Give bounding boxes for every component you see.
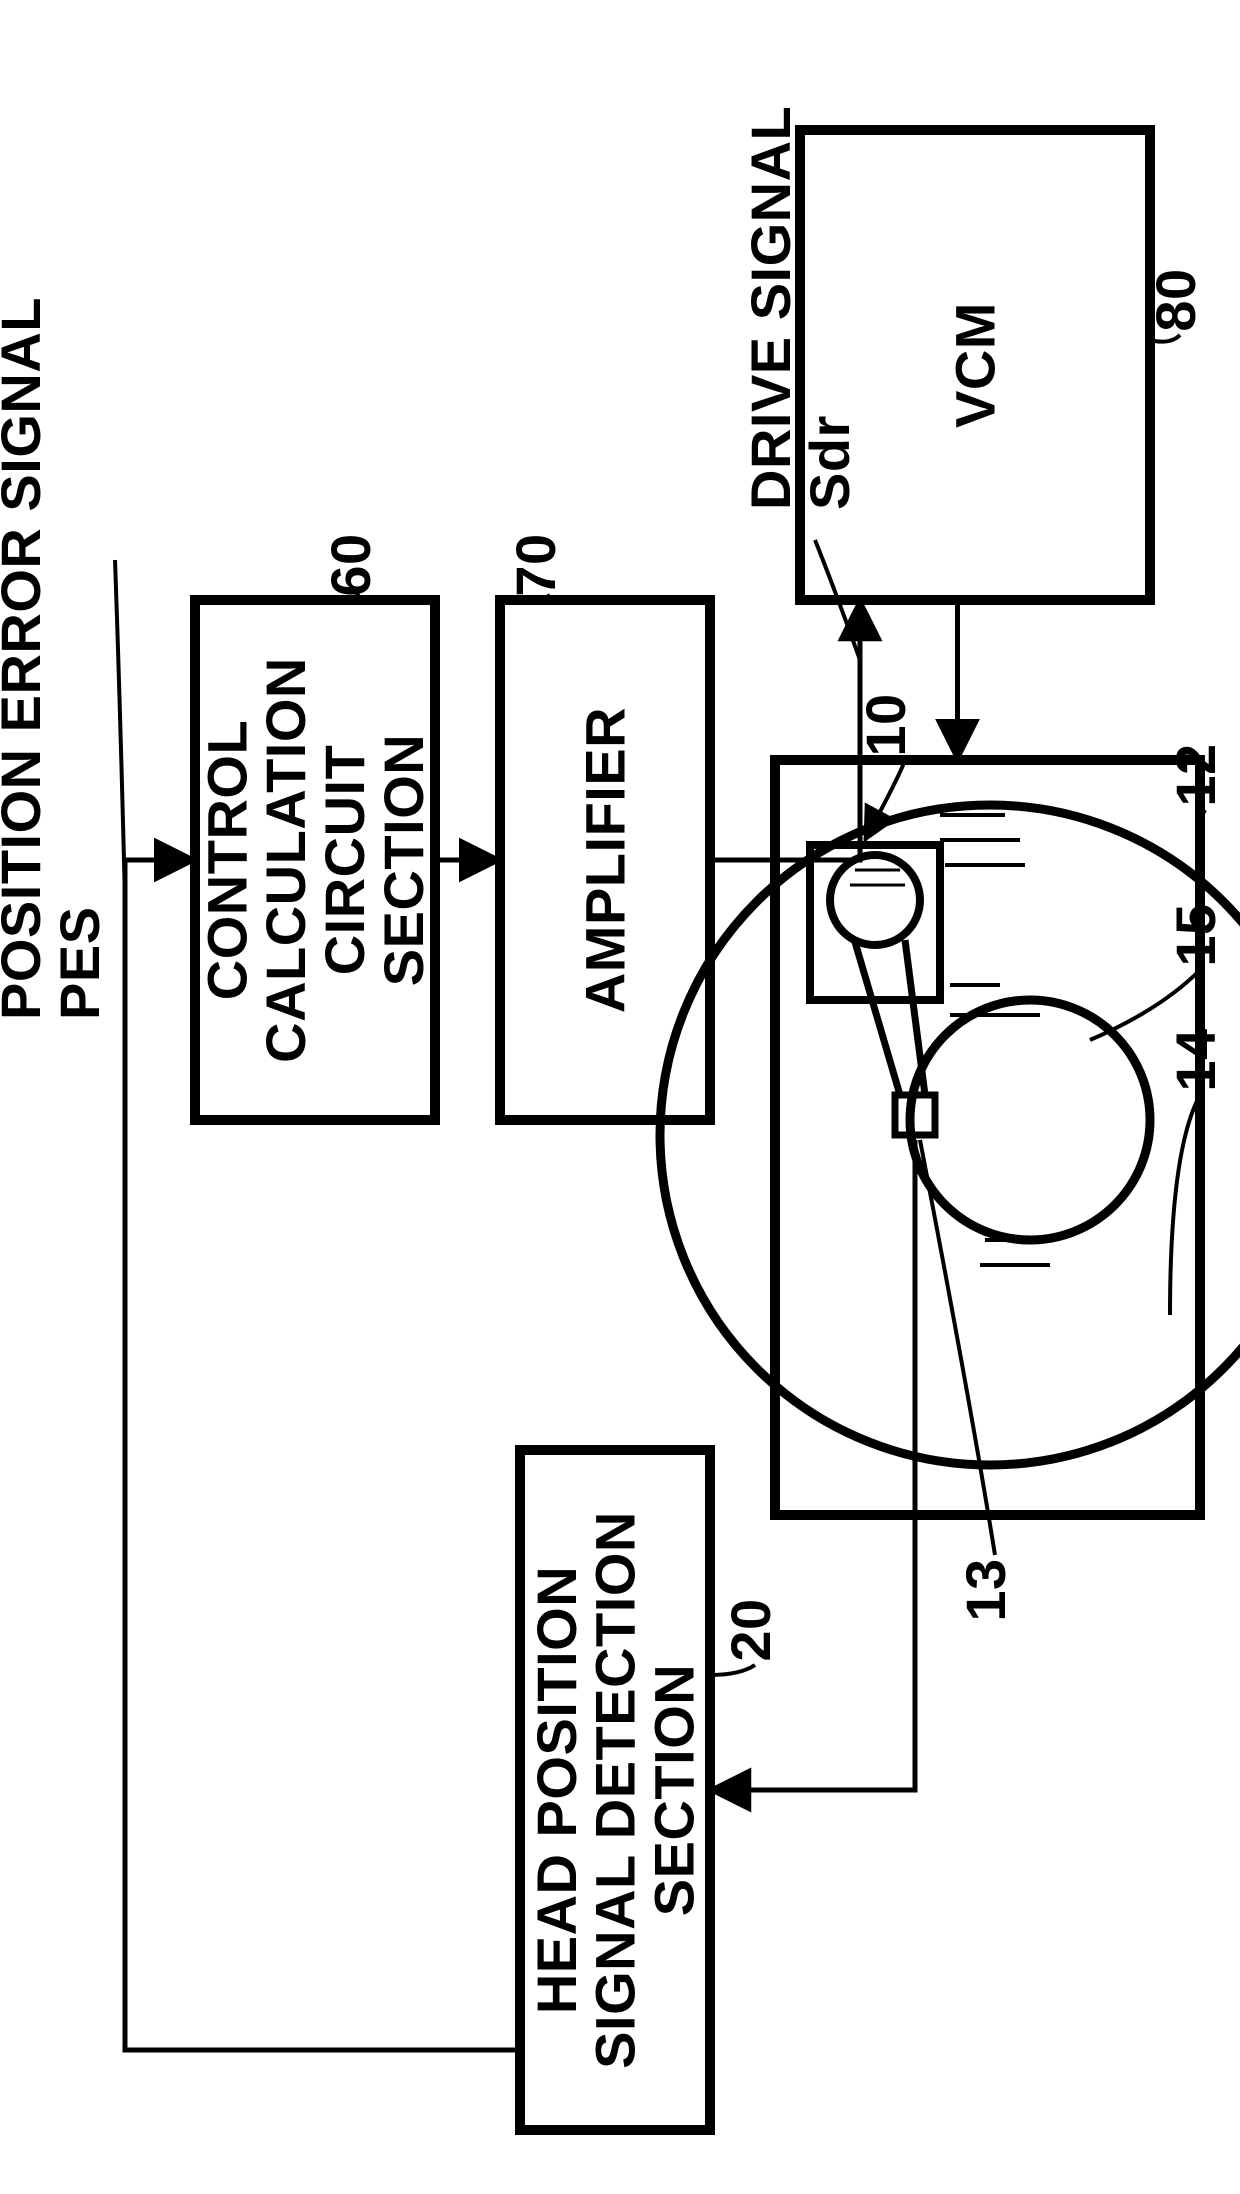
vcm-label: VCM	[944, 302, 1007, 428]
ref-12: 12	[1164, 743, 1227, 806]
disk-drive: 12 10 15 14 13	[660, 693, 1240, 1621]
label-drive-signal: DRIVE SIGNALSdr	[739, 106, 861, 510]
ref-14: 14	[1164, 1028, 1227, 1091]
ref-15: 15	[1164, 903, 1227, 966]
block-diagram: CONTROLCALCULATIONCIRCUITSECTION 60 AMPL…	[0, 0, 1240, 2194]
ref-60: 60	[319, 533, 382, 596]
ref-70: 70	[504, 533, 567, 596]
amplifier-label: AMPLIFIER	[574, 707, 637, 1013]
ref-10: 10	[854, 693, 917, 756]
ref-13: 13	[954, 1558, 1017, 1621]
actuator	[810, 845, 940, 1135]
control-block-label: CONTROLCALCULATIONCIRCUITSECTION	[195, 657, 434, 1063]
head-position-label: HEAD POSITIONSIGNAL DETECTIONSECTION	[525, 1511, 706, 2069]
label-pes: POSITION ERROR SIGNALPES	[0, 297, 111, 1020]
ref-20: 20	[719, 1598, 782, 1661]
control-block: CONTROLCALCULATIONCIRCUITSECTION 60	[195, 533, 435, 1120]
vcm-block: VCM 80	[800, 130, 1207, 600]
ref-80: 80	[1144, 268, 1207, 331]
